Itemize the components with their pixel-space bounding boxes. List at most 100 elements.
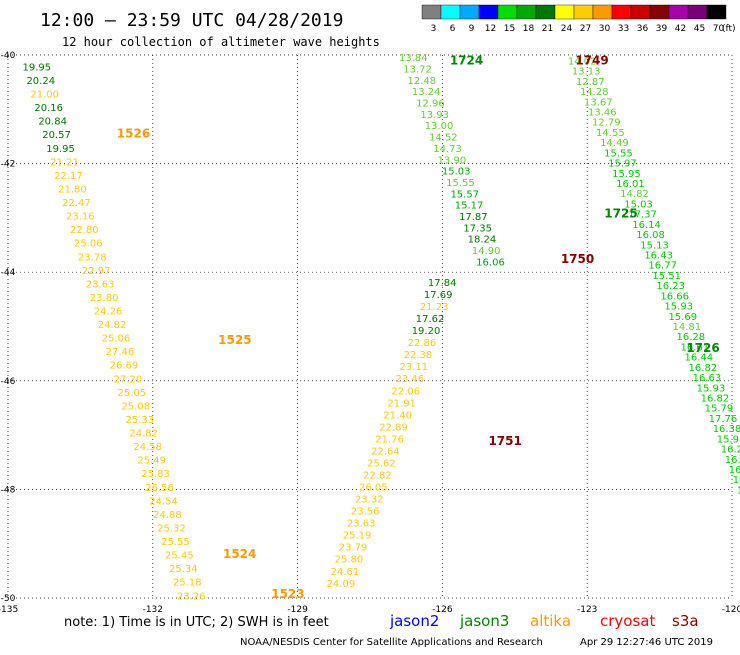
swh-value-label: 15.17 [455,201,484,212]
swh-value-label: 19.20 [412,326,441,337]
scale-swatch [687,4,708,20]
swh-value-label: 17.69 [424,290,453,301]
lat-tick-label: -42 [1,160,16,170]
swh-value-label: 25.05 [118,388,147,399]
scale-label: 30 [599,24,611,34]
swh-value-label: 25.62 [367,458,396,469]
satellite-legend-entry: jason2 [389,612,439,630]
swh-value-label: 13.72 [403,65,432,76]
swh-value-label: 16.08 [636,230,665,241]
swh-value-label: 25.49 [137,456,166,467]
swh-value-label: 16.06 [476,257,505,268]
jason3-ascending-track: 14.0213.1312.8714.2813.6713.4612.7914.55… [568,56,740,496]
scale-label: 18 [523,24,535,34]
swh-value-label: 23.63 [347,519,376,530]
scale-label: 15 [504,24,515,34]
swh-value-label: 23.46 [395,374,424,385]
swh-value-label: 16.28 [676,332,705,343]
swh-value-label: 15.55 [446,178,475,189]
scale-swatch [440,4,461,20]
scale-swatch [478,4,499,20]
swh-value-label: 24.82 [129,429,158,440]
scale-label: 27 [580,24,591,34]
swh-value-label: 26.69 [110,361,139,372]
swh-value-label: 25.06 [74,239,103,250]
swh-value-label: 25.06 [102,334,131,345]
scale-label: 21 [542,24,553,34]
swh-value-label: 21.00 [30,90,59,101]
scale-label: 9 [469,24,475,34]
scale-swatch [668,4,689,20]
swh-value-label: 16.77 [648,261,677,272]
swh-value-label: 22.86 [408,338,437,349]
swh-value-label: 23.26 [177,591,206,602]
pass-time-label: 1724 [450,53,483,67]
pass-time-labels: 1526 1525 1524 1523 1724 1725 1726 1749 1750 1751 [117,53,720,601]
swh-value-label: 25.33 [125,415,154,426]
swh-value-label: 15.93 [697,383,726,394]
swh-value-label: 24.58 [133,442,162,453]
swh-value-label: 25.55 [161,537,190,548]
swh-value-label: 23.80 [90,293,119,304]
swh-value-label: 14.73 [433,144,462,155]
swh-value-label: 15.97 [608,159,637,170]
swh-value-label: 15.93 [664,302,693,313]
swh-value-label: 17.35 [463,223,492,234]
lon-tick-label: -126 [432,605,453,615]
swh-value-label: 12.79 [592,118,621,129]
swh-value-label: 16.61 [681,342,710,353]
swh-value-label: 25.32 [157,523,186,534]
altimeter-tracks: 19.95 20.24 21.00 20.16 20.84 20.57 19.95 21.21… [22,53,740,602]
swh-value-label: 23.63 [86,279,115,290]
swh-value-label: 25.18 [173,578,202,589]
pass-time-label: 1524 [223,547,256,561]
swh-value-label: 23.16 [66,212,95,223]
swh-value-label: 15.79 [705,404,734,415]
swh-value-label: 16.23 [656,281,685,292]
swh-value-label: 13.00 [425,121,454,132]
swh-value-label: 19.95 [22,62,51,73]
pass-time-label: 1526 [117,127,150,141]
swh-value-label: 25.83 [141,469,170,480]
swh-value-label: 13.13 [572,67,601,78]
scale-swatch [459,4,480,20]
swh-value-label: 23.11 [400,362,429,373]
swh-value-label: 15.57 [450,189,479,200]
satellite-legend-entry: jason3 [459,612,509,630]
swh-value-label: 22.82 [363,471,392,482]
swh-value-label: 22.97 [82,266,111,277]
swh-value-label: 17.37 [628,210,657,221]
swh-value-label: 16.38 [713,424,740,435]
swh-value-label: 12.96 [416,99,445,110]
swh-value-label: 16.20 [721,445,740,456]
swh-value-label: 26.05 [359,483,388,494]
scale-label: 3 [431,24,437,34]
swh-value-label: 24.61 [331,567,360,578]
scale-swatch [706,4,727,20]
pass-time-label: 1750 [561,252,594,266]
lon-tick-label: -123 [577,605,597,615]
swh-value-label: 15.95 [612,169,641,180]
swh-value-label: 16.82 [701,393,730,404]
pass-time-label: 1725 [604,207,637,221]
satellite-legend-entry: cryosat [600,612,655,630]
swh-value-label: 22.89 [379,422,408,433]
swh-value-label: 14.81 [672,322,701,333]
scale-unit: (ft) [722,24,736,34]
lon-tick-label: -132 [143,605,163,615]
swh-value-label: 15.93 [717,434,740,445]
footer-credit: NOAA/NESDIS Center for Satellite Applica… [240,637,543,648]
swh-value-label: 22.64 [371,446,400,457]
scale-label: 6 [450,24,456,34]
swh-value-label: 22.80 [70,225,99,236]
swh-value-label: 15.03 [442,167,471,178]
swh-value-label: 15.41 [737,485,740,496]
scale-label: 12 [485,24,496,34]
lat-tick-label: -48 [1,485,16,495]
swh-value-label: 14.82 [620,189,649,200]
scale-label: 70 [713,24,725,34]
scale-label: 36 [637,24,649,34]
swh-value-label: 21.80 [58,184,87,195]
